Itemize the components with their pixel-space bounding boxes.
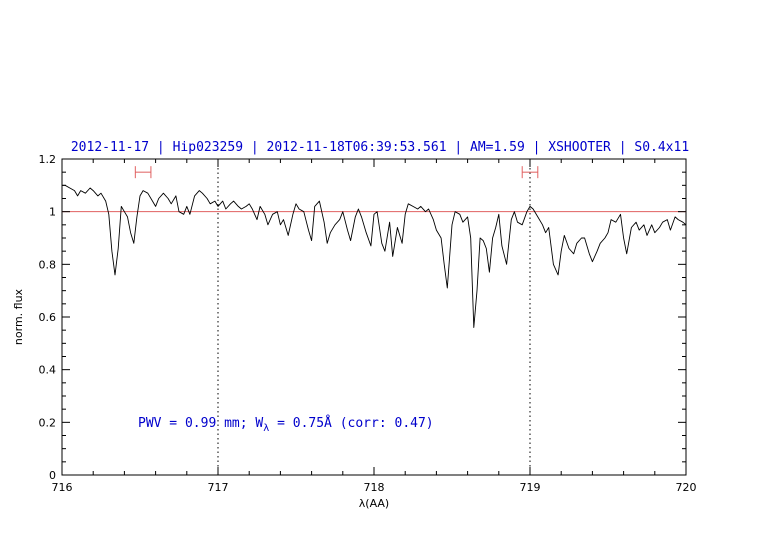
range-marker-1: [521, 166, 539, 179]
y-tick-labels: 0 0.2 0.4 0.6 0.8 1 1.2: [39, 153, 57, 482]
x-tick-label-2: 718: [364, 481, 385, 494]
x-axis-label: λ(AA): [359, 497, 389, 510]
annotation-subscript: λ: [263, 423, 269, 434]
annotation-suffix: = 0.75Å (corr: 0.47): [269, 415, 433, 431]
y-tick-label-3: 0.6: [39, 311, 57, 324]
annotation-prefix: PWV = 0.99 mm; W: [138, 416, 263, 431]
range-markers: [134, 166, 539, 179]
vertical-markers: [217, 159, 531, 475]
x-tick-label-0: 716: [52, 481, 73, 494]
y-axis-label: norm. flux: [12, 288, 25, 345]
x-tick-label-4: 720: [676, 481, 697, 494]
y-tick-label-0: 0: [49, 469, 56, 482]
x-tick-labels: 716 717 718 719 720: [52, 481, 697, 494]
pwv-annotation: PWV = 0.99 mm; Wλ = 0.75Å (corr: 0.47): [138, 415, 434, 434]
chart-title: 2012-11-17 | Hip023259 | 2012-11-18T06:3…: [71, 140, 689, 155]
y-tick-label-5: 1: [49, 206, 56, 219]
y-tick-label-4: 0.8: [39, 258, 57, 271]
range-marker-0: [134, 166, 152, 179]
series-layer: [62, 184, 687, 328]
spectrum-line-0: [62, 184, 687, 328]
x-tick-label-1: 717: [208, 481, 229, 494]
y-tick-label-1: 0.2: [39, 416, 57, 429]
x-tick-label-3: 719: [520, 481, 541, 494]
axis-ticks: [61, 158, 687, 476]
y-tick-label-2: 0.4: [39, 364, 57, 377]
y-tick-label-6: 1.2: [39, 153, 57, 166]
